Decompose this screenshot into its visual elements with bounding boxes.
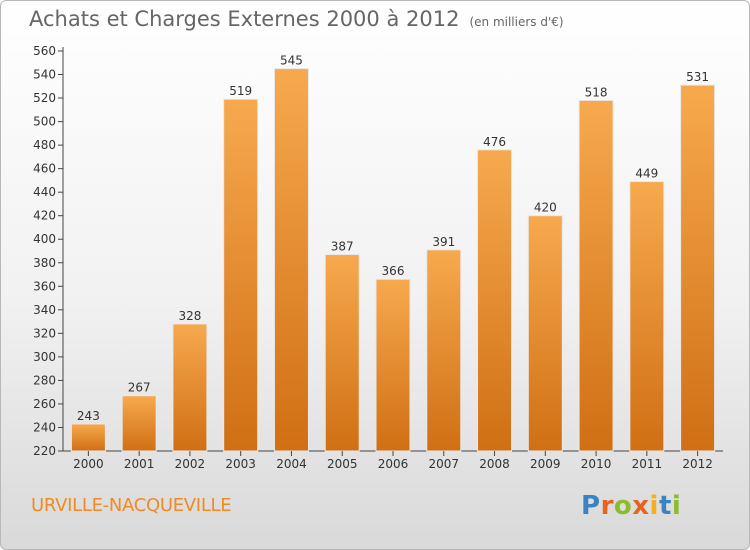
value-label: 243 — [77, 409, 100, 423]
y-tick-label: 280 — [33, 373, 56, 387]
x-tick-label: 2009 — [530, 457, 561, 471]
logo-letter: i — [671, 491, 682, 521]
y-tick-label: 220 — [33, 444, 56, 458]
bar — [578, 99, 614, 452]
y-tick-label: 480 — [33, 138, 56, 152]
title-text: Achats et Charges Externes 2000 à 2012 — [29, 7, 460, 31]
bar — [477, 149, 513, 452]
plot-area: 220 240 260 280 300 320 340 360 380 400 420 440 460 4… — [33, 44, 723, 471]
x-tick-label: 2000 — [73, 457, 104, 471]
value-label: 420 — [534, 201, 557, 215]
bar — [426, 249, 462, 452]
x-tick-label: 2005 — [327, 457, 358, 471]
value-label: 387 — [331, 240, 354, 254]
bar — [172, 323, 208, 452]
value-label: 545 — [280, 54, 303, 68]
value-label: 519 — [229, 84, 252, 98]
y-tick-label: 240 — [33, 420, 56, 434]
x-tick-label: 2007 — [428, 457, 459, 471]
y-tick-label: 420 — [33, 209, 56, 223]
bar — [324, 254, 360, 452]
bar — [273, 68, 309, 452]
proxiti-logo: Proxiti — [581, 491, 681, 521]
logo-letter: i — [649, 491, 659, 521]
bar — [680, 84, 716, 452]
x-tick-label: 2002 — [175, 457, 206, 471]
x-tick-label: 2010 — [581, 457, 612, 471]
x-tick-label: 2003 — [225, 457, 256, 471]
x-tick-label: 2008 — [479, 457, 510, 471]
bar — [121, 395, 157, 452]
y-tick-label: 300 — [33, 350, 56, 364]
bar — [223, 98, 259, 452]
y-tick-label: 560 — [33, 44, 56, 58]
chart-title: Achats et Charges Externes 2000 à 2012 (e… — [29, 7, 564, 31]
logo-letter: x — [632, 491, 650, 521]
y-tick-label: 340 — [33, 303, 56, 317]
value-label: 391 — [432, 235, 455, 249]
x-tick-label: 2011 — [632, 457, 663, 471]
y-tick-label: 360 — [33, 279, 56, 293]
y-tick-label: 540 — [33, 68, 56, 82]
x-tick-label: 2004 — [276, 457, 307, 471]
value-label: 267 — [128, 381, 151, 395]
y-tick-label: 440 — [33, 185, 56, 199]
y-tick-label: 500 — [33, 115, 56, 129]
bar — [70, 423, 106, 452]
value-label: 328 — [178, 309, 201, 323]
x-tick-label: 2001 — [124, 457, 155, 471]
bar — [375, 278, 411, 452]
location-label: URVILLE-NACQUEVILLE — [31, 495, 232, 516]
value-label: 366 — [382, 264, 405, 278]
x-tick-label: 2006 — [378, 457, 409, 471]
y-tick-label: 380 — [33, 256, 56, 270]
bar — [527, 215, 563, 452]
bar — [629, 181, 665, 452]
logo-letter: o — [613, 491, 633, 521]
logo-letter: P — [581, 491, 601, 521]
x-tick-label: 2012 — [682, 457, 713, 471]
value-label: 518 — [585, 85, 608, 99]
y-tick-label: 320 — [33, 326, 56, 340]
value-label: 449 — [635, 167, 658, 181]
y-tick-label: 260 — [33, 397, 56, 411]
value-label: 476 — [483, 135, 506, 149]
title-unit: (en milliers d'€) — [469, 15, 564, 29]
logo-letter: t — [658, 491, 672, 521]
logo-letter: r — [600, 491, 614, 521]
value-label: 531 — [686, 70, 709, 84]
y-tick-label: 520 — [33, 91, 56, 105]
y-tick-label: 400 — [33, 232, 56, 246]
y-tick-label: 460 — [33, 162, 56, 176]
